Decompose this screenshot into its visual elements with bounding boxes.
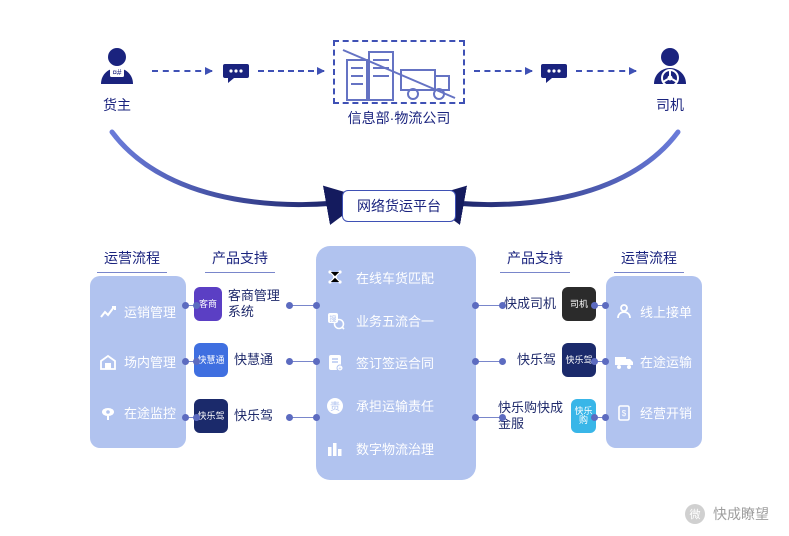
col-title-text: 产品支持 — [212, 250, 268, 266]
product-label: 快乐驾 — [517, 352, 556, 368]
product-label: 快成司机 — [504, 296, 556, 312]
connector-line — [185, 305, 197, 306]
product-item: 快慧通快慧通 — [194, 332, 292, 388]
connector-line — [289, 417, 317, 418]
pill-label: 线上接单 — [640, 302, 692, 321]
wechat-icon: 微 — [685, 504, 705, 524]
product-label: 快乐驾 — [234, 408, 273, 424]
feature-label: 数字物流治理 — [356, 439, 434, 458]
truck-icon — [614, 352, 634, 372]
product-item: 司机快成司机 — [498, 276, 596, 332]
connector-line — [289, 361, 317, 362]
product-item: 快乐驾快乐驾 — [194, 388, 292, 444]
product-label: 客商管理系统 — [228, 288, 292, 319]
connector-line — [594, 361, 606, 362]
match-icon — [324, 266, 346, 288]
svg-text:$: $ — [622, 409, 627, 418]
col-title-text: 运营流程 — [621, 250, 677, 266]
col-title-prod-right: 产品支持 — [500, 248, 570, 273]
chart-line-icon — [98, 301, 118, 321]
pill-row: 在途运输 — [606, 348, 702, 376]
feature-label: 业务五流合一 — [356, 311, 434, 330]
warehouse-icon — [98, 352, 118, 372]
platform-badge: 网络货运平台 — [342, 190, 456, 222]
expense-icon: $ — [614, 403, 634, 423]
pill-row: 在途监控 — [90, 399, 186, 427]
col-title-ops-left: 运营流程 — [97, 248, 167, 273]
pill-row: 场内管理 — [90, 348, 186, 376]
feature-label: 承担运输责任 — [356, 396, 434, 415]
connector-line — [475, 361, 503, 362]
camera-icon — [98, 403, 118, 423]
pill-label: 在途运输 — [640, 352, 692, 371]
pill-label: 场内管理 — [124, 352, 176, 371]
col-title-text: 运营流程 — [104, 250, 160, 266]
product-label: 快乐购快成金服 — [498, 400, 565, 431]
feature-row: 数字物流治理 — [324, 438, 468, 460]
col-title-prod-left: 产品支持 — [205, 248, 275, 273]
pill-label: 运销管理 — [124, 302, 176, 321]
prod-right-column: 司机快成司机快乐驾快乐驾快乐购快乐购快成金服 — [498, 276, 596, 444]
feature-row: 责 承担运输责任 — [324, 395, 468, 417]
pill-row: 线上接单 — [606, 297, 702, 325]
order-icon — [614, 301, 634, 321]
col-title-text: 产品支持 — [507, 250, 563, 266]
product-item: 快乐购快乐购快成金服 — [498, 388, 596, 444]
connector-line — [475, 305, 503, 306]
pill-label: 在途监控 — [124, 403, 176, 422]
pill-row: 运销管理 — [90, 297, 186, 325]
feature-label: 签订签运合同 — [356, 353, 434, 372]
govern-icon — [324, 438, 346, 460]
product-label: 快慧通 — [234, 352, 273, 368]
contract-icon: + — [324, 352, 346, 374]
svg-text:+: + — [339, 366, 342, 372]
product-item: 客商客商管理系统 — [194, 276, 292, 332]
connector-line — [594, 305, 606, 306]
connector-line — [185, 417, 197, 418]
svg-text:搜: 搜 — [330, 314, 337, 323]
connector-line — [475, 417, 503, 418]
center-features-panel: 在线车货匹配搜 业务五流合一 + 签订签运合同责 承担运输责任数字物流治理 — [316, 246, 476, 480]
diagram-root: ¤# 货主 信息部·物流公司 司机 — [0, 0, 789, 536]
footer-text: 快成瞭望 — [713, 504, 769, 524]
footer: 微 快成瞭望 — [685, 504, 769, 524]
col-title-ops-right: 运营流程 — [614, 248, 684, 273]
pill-label: 经营开销 — [640, 403, 692, 422]
ops-left-panel: 运销管理场内管理在途监控 — [90, 276, 186, 448]
product-item: 快乐驾快乐驾 — [498, 332, 596, 388]
feature-row: 在线车货匹配 — [324, 266, 468, 288]
prod-left-column: 客商客商管理系统快慧通快慧通快乐驾快乐驾 — [194, 276, 292, 444]
feature-row: + 签订签运合同 — [324, 352, 468, 374]
ops-right-panel: 线上接单在途运输 $ 经营开销 — [606, 276, 702, 448]
merge-icon: 搜 — [324, 309, 346, 331]
pill-row: $ 经营开销 — [606, 399, 702, 427]
connector-line — [289, 305, 317, 306]
liability-icon: 责 — [324, 395, 346, 417]
connector-line — [185, 361, 197, 362]
connector-line — [594, 417, 606, 418]
feature-row: 搜 业务五流合一 — [324, 309, 468, 331]
feature-label: 在线车货匹配 — [356, 268, 434, 287]
svg-text:责: 责 — [330, 400, 340, 413]
